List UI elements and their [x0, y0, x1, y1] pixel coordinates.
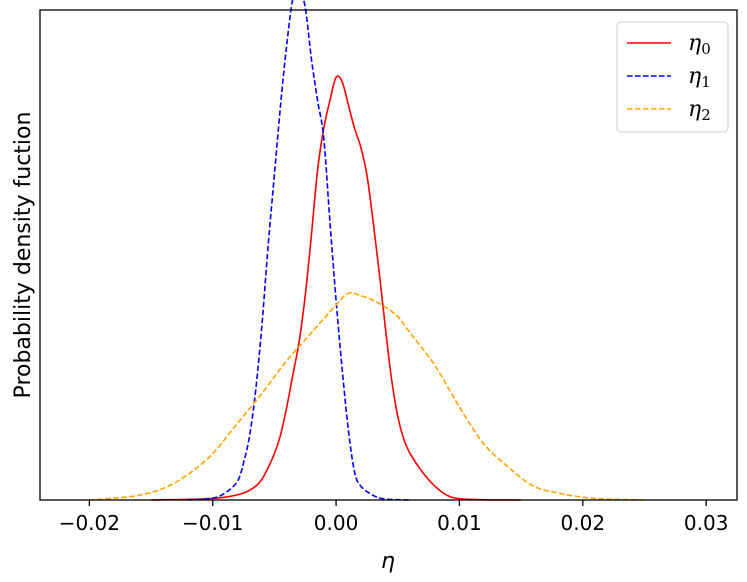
series-layer: [89, 0, 645, 501]
series-line-eta2: [89, 292, 645, 501]
legend-box: [616, 21, 729, 133]
y-axis-title: Probability density fuction: [11, 112, 36, 399]
x-tick-label: 0.03: [684, 511, 729, 535]
x-axis-ticks: −0.02 −0.01 0.00 0.01 0.02 0.03: [59, 500, 729, 535]
legend: η0 η1 η2: [616, 21, 729, 133]
legend-label-eta2: η2: [688, 97, 711, 124]
x-tick-label: 0.01: [437, 511, 482, 535]
series-line-eta0: [151, 75, 522, 501]
plot-frame: [39, 9, 738, 501]
series-line-eta1: [187, 0, 411, 501]
legend-label-eta1: η1: [688, 64, 711, 91]
legend-label-eta0: η0: [688, 31, 711, 58]
x-axis-title: η: [381, 549, 395, 574]
x-tick-label: −0.02: [59, 511, 120, 535]
x-tick-label: 0.00: [314, 511, 359, 535]
x-tick-label: 0.02: [561, 511, 606, 535]
x-tick-label: −0.01: [182, 511, 243, 535]
